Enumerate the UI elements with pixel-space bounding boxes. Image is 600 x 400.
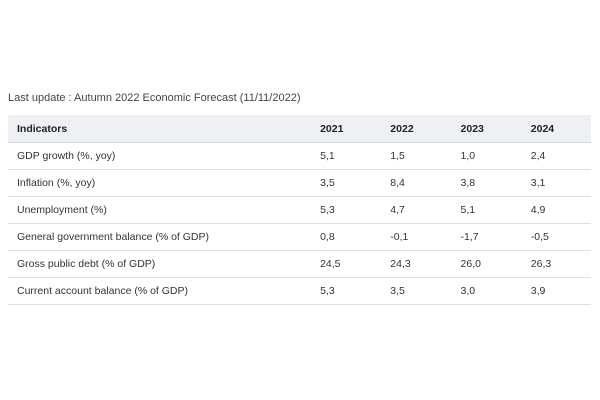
indicator-name: Gross public debt (% of GDP) bbox=[8, 250, 321, 278]
value-2022: 1,5 bbox=[390, 142, 461, 170]
indicator-name: General government balance (% of GDP) bbox=[8, 223, 321, 251]
value-2024: -0,5 bbox=[530, 223, 591, 251]
value-2022: -0,1 bbox=[390, 223, 461, 251]
table-header: Indicators 2021 2022 2023 2024 bbox=[8, 115, 591, 143]
table-row: General government balance (% of GDP) 0,… bbox=[8, 223, 591, 251]
indicator-name: Current account balance (% of GDP) bbox=[8, 277, 321, 305]
value-2022: 3,5 bbox=[390, 277, 461, 305]
value-2021: 5,1 bbox=[320, 142, 391, 170]
indicator-name: Unemployment (%) bbox=[8, 196, 321, 224]
indicator-name: Inflation (%, yoy) bbox=[8, 169, 321, 197]
value-2022: 24,3 bbox=[390, 250, 461, 278]
table-row: Inflation (%, yoy) 3,5 8,4 3,8 3,1 bbox=[8, 169, 591, 197]
table-row: Unemployment (%) 5,3 4,7 5,1 4,9 bbox=[8, 196, 591, 224]
table-row: GDP growth (%, yoy) 5,1 1,5 1,0 2,4 bbox=[8, 142, 591, 170]
value-2023: 1,0 bbox=[460, 142, 531, 170]
last-update-note: Last update : Autumn 2022 Economic Forec… bbox=[8, 92, 301, 104]
value-2023: 3,8 bbox=[460, 169, 531, 197]
value-2021: 0,8 bbox=[320, 223, 391, 251]
value-2024: 3,1 bbox=[530, 169, 591, 197]
table-body: GDP growth (%, yoy) 5,1 1,5 1,0 2,4 Infl… bbox=[8, 142, 591, 305]
value-2021: 24,5 bbox=[320, 250, 391, 278]
header-year-2023: 2023 bbox=[460, 115, 531, 143]
value-2021: 3,5 bbox=[320, 169, 391, 197]
header-year-2024: 2024 bbox=[530, 115, 591, 143]
table-row: Current account balance (% of GDP) 5,3 3… bbox=[8, 277, 591, 305]
value-2022: 4,7 bbox=[390, 196, 461, 224]
value-2023: 3,0 bbox=[460, 277, 531, 305]
header-indicators: Indicators bbox=[8, 115, 321, 143]
economic-indicators-table: Indicators 2021 2022 2023 2024 GDP growt… bbox=[8, 115, 591, 305]
indicator-name: GDP growth (%, yoy) bbox=[8, 142, 321, 170]
value-2024: 26,3 bbox=[530, 250, 591, 278]
value-2024: 3,9 bbox=[530, 277, 591, 305]
header-year-2021: 2021 bbox=[320, 115, 391, 143]
value-2021: 5,3 bbox=[320, 277, 391, 305]
table-header-row: Indicators 2021 2022 2023 2024 bbox=[8, 115, 591, 143]
table-row: Gross public debt (% of GDP) 24,5 24,3 2… bbox=[8, 250, 591, 278]
value-2023: 5,1 bbox=[460, 196, 531, 224]
value-2024: 2,4 bbox=[530, 142, 591, 170]
value-2023: -1,7 bbox=[460, 223, 531, 251]
header-year-2022: 2022 bbox=[390, 115, 461, 143]
value-2023: 26,0 bbox=[460, 250, 531, 278]
value-2021: 5,3 bbox=[320, 196, 391, 224]
value-2022: 8,4 bbox=[390, 169, 461, 197]
value-2024: 4,9 bbox=[530, 196, 591, 224]
